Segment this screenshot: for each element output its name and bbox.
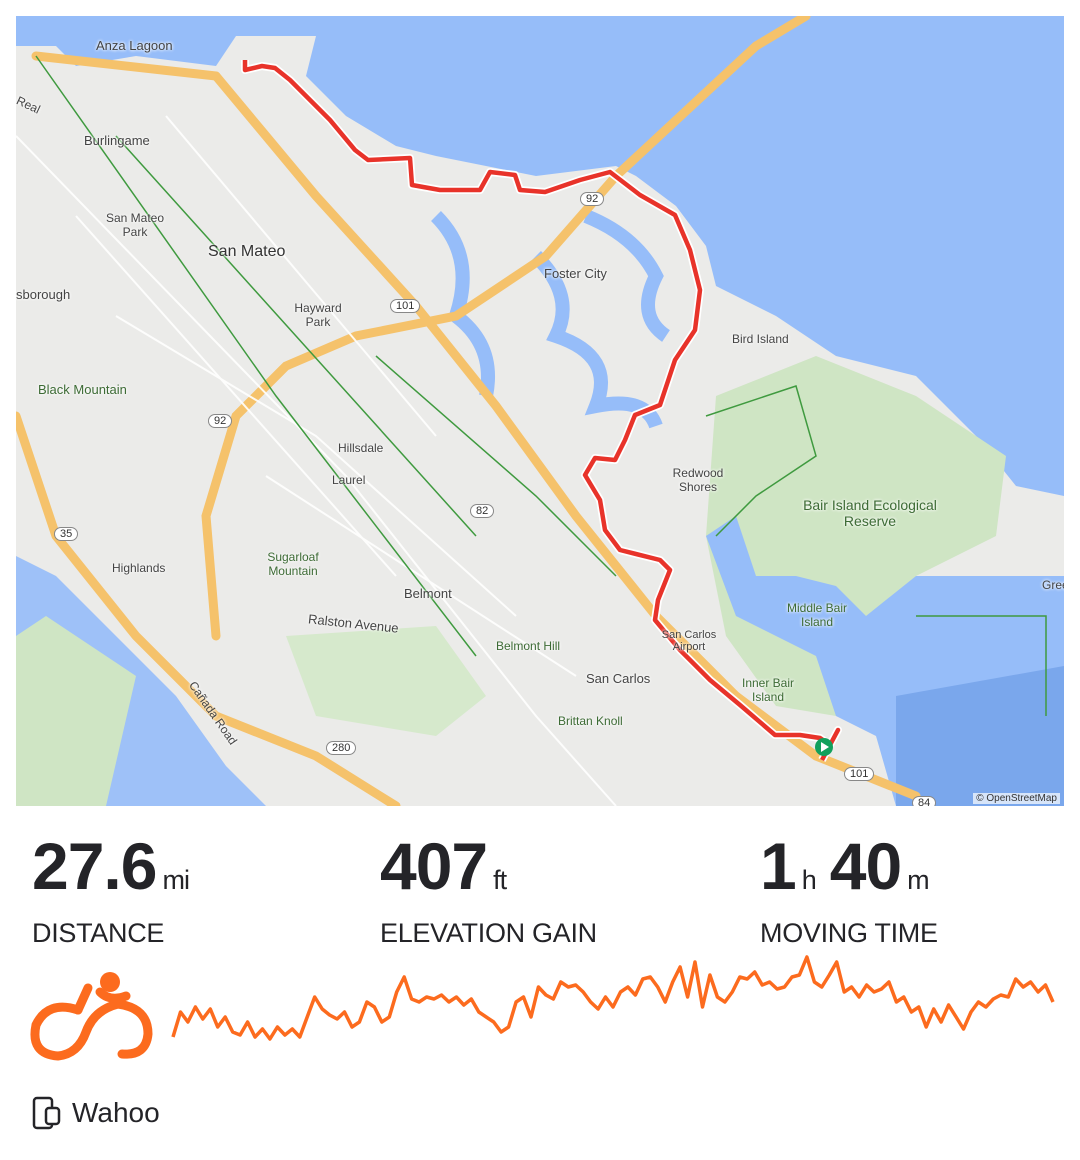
bay-water — [16, 16, 1064, 496]
salt-ponds — [896, 666, 1064, 806]
route-shield: 82 — [470, 504, 495, 518]
map-label: Redwood Shores — [672, 466, 724, 494]
stat-value: 407 — [380, 829, 488, 903]
activity-profile-chart — [171, 955, 1055, 1041]
stat-label: ELEVATION GAIN — [380, 918, 597, 948]
park — [286, 626, 486, 736]
device-watch-icon — [32, 1096, 61, 1130]
map-label: Burlingame — [84, 133, 150, 148]
bike-paths — [35, 55, 1047, 716]
stat-unit: mi — [162, 865, 189, 895]
start-marker-icon — [815, 738, 833, 756]
map-label: Black Mountain — [38, 382, 127, 397]
map-label: Brittan Knoll — [558, 714, 623, 728]
stat-value: 27.6 — [32, 829, 157, 903]
map-label: Highlands — [112, 561, 166, 575]
map-label: Inner Bair Island — [741, 676, 795, 704]
minor-roads — [16, 115, 617, 806]
map-label: Sugarloaf Mountain — [267, 550, 319, 578]
route-shield: 92 — [580, 192, 605, 206]
stat-value-hours: 1 — [760, 829, 797, 903]
map-label: Bair Island Ecological Reserve — [803, 497, 937, 529]
map-label: Foster City — [544, 266, 607, 281]
route-shield: 92 — [208, 414, 233, 428]
stat-label: DISTANCE — [32, 918, 165, 948]
route-shield: 101 — [844, 767, 875, 781]
map-label: Laurel — [332, 473, 366, 487]
map-label: San Mateo Park — [105, 211, 165, 239]
map-label: San Carlos — [586, 671, 651, 686]
device-name: Wahoo — [72, 1097, 160, 1128]
route-map[interactable]: Anza Lagoon Burlingame San Mateo Park Sa… — [16, 16, 1064, 806]
map-attribution[interactable]: © OpenStreetMap — [973, 793, 1060, 804]
map-label: Bird Island — [732, 332, 789, 346]
cycling-icon — [30, 972, 153, 1061]
map-label: Belmont — [404, 586, 452, 601]
route-line-inner — [242, 60, 841, 762]
profile-line — [171, 955, 1055, 1041]
map-canvas — [16, 16, 1064, 806]
map-label: San Mateo — [208, 243, 286, 260]
route-shield: 35 — [54, 527, 79, 541]
device-info: Wahoo — [32, 1096, 160, 1130]
map-label: Hillsdale — [338, 441, 384, 455]
map-label: Belmont Hill — [496, 639, 561, 653]
route-shield: 84 — [912, 796, 937, 806]
map-label: Middle Bair Island — [786, 601, 848, 629]
stat-value-minutes: 40 — [829, 829, 902, 903]
route-shield: 280 — [326, 741, 357, 755]
map-label: sborough — [16, 287, 71, 302]
stat-unit: ft — [493, 865, 507, 895]
stat-label: MOVING TIME — [760, 918, 938, 948]
stat-unit-minutes: m — [907, 865, 929, 895]
map-label: Hayward Park — [294, 301, 342, 329]
stat-distance: 27.6 mi DISTANCE — [32, 830, 203, 949]
map-label: Gree — [1042, 578, 1064, 592]
stat-moving-time: 1 h 40 m MOVING TIME — [760, 830, 943, 949]
stat-elevation: 407 ft ELEVATION GAIN — [380, 830, 597, 949]
stat-unit-hours: h — [801, 865, 817, 895]
route-shield: 101 — [390, 299, 421, 313]
map-label: San Carlos Airport — [661, 629, 717, 653]
map-label: Anza Lagoon — [96, 38, 173, 53]
hills-park — [16, 616, 136, 806]
